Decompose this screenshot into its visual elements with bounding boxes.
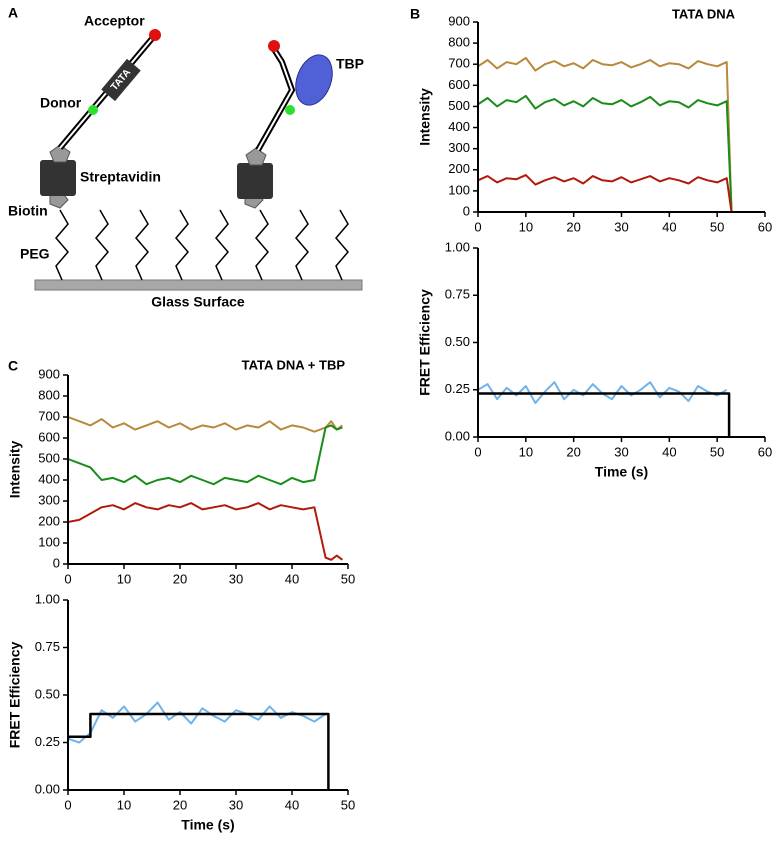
x-tick-label: 40 <box>662 444 676 459</box>
y-tick-label: 0.00 <box>35 781 60 796</box>
x-tick-label: 0 <box>64 571 71 586</box>
tbp <box>295 54 333 106</box>
x-tick-label: 50 <box>341 571 355 586</box>
y-tick-label: 0.50 <box>35 686 60 701</box>
x-tick-label: 20 <box>566 444 580 459</box>
x-tick-label: 10 <box>519 444 533 459</box>
x-tick-label: 20 <box>173 571 187 586</box>
y-tick-label: 800 <box>448 35 470 50</box>
y-tick-label: 400 <box>448 119 470 134</box>
x-tick-label: 0 <box>64 797 71 812</box>
x-tick-label: 30 <box>614 444 628 459</box>
y-tick-label: 600 <box>38 429 60 444</box>
x-tick-label: 10 <box>117 797 131 812</box>
label: Biotin <box>8 203 48 219</box>
y-axis-label: Intensity <box>417 88 433 146</box>
x-tick-label: 50 <box>710 219 724 234</box>
y-tick-label: 800 <box>38 387 60 402</box>
y-tick-label: 200 <box>38 513 60 528</box>
y-tick-label: 600 <box>448 77 470 92</box>
y-tick-label: 0.75 <box>445 287 470 302</box>
trace <box>67 502 343 561</box>
x-tick-label: 20 <box>173 797 187 812</box>
x-tick-label: 30 <box>614 219 628 234</box>
trace <box>477 174 733 213</box>
trace <box>68 712 330 790</box>
y-tick-label: 700 <box>38 408 60 423</box>
x-tick-label: 40 <box>285 571 299 586</box>
chart-title: TATA DNA <box>672 6 736 21</box>
x-tick-label: 60 <box>758 444 772 459</box>
y-tick-label: 200 <box>448 161 470 176</box>
acceptor-dye <box>268 40 280 52</box>
x-axis-label: Time (s) <box>595 464 648 480</box>
panel-letter: B <box>410 6 420 22</box>
y-axis-label: FRET Efficiency <box>7 642 23 749</box>
peg-chains <box>55 209 349 281</box>
panel-letter: A <box>8 5 18 21</box>
y-tick-label: 100 <box>448 182 470 197</box>
y-tick-label: 500 <box>448 98 470 113</box>
y-tick-label: 500 <box>38 450 60 465</box>
y-tick-label: 0.25 <box>445 381 470 396</box>
y-tick-label: 0.25 <box>35 734 60 749</box>
label: Glass Surface <box>151 294 245 310</box>
x-tick-label: 0 <box>474 444 481 459</box>
label: Donor <box>40 95 82 111</box>
x-tick-label: 30 <box>229 797 243 812</box>
y-tick-label: 1.00 <box>35 591 60 606</box>
x-tick-label: 50 <box>710 444 724 459</box>
acceptor-dye <box>149 29 161 41</box>
x-tick-label: 10 <box>117 571 131 586</box>
y-tick-label: 900 <box>448 13 470 28</box>
x-tick-label: 40 <box>662 219 676 234</box>
y-tick-label: 0.50 <box>445 334 470 349</box>
streptavidin-right <box>237 147 273 209</box>
label: Streptavidin <box>80 169 161 185</box>
donor-dye <box>285 105 295 115</box>
y-tick-label: 400 <box>38 471 60 486</box>
trace <box>67 416 343 433</box>
trace <box>477 94 733 211</box>
x-tick-label: 50 <box>341 797 355 812</box>
label: Acceptor <box>84 13 145 29</box>
x-tick-label: 20 <box>566 219 580 234</box>
trace <box>478 392 731 437</box>
x-tick-label: 40 <box>285 797 299 812</box>
y-tick-label: 100 <box>38 534 60 549</box>
trace <box>477 56 733 210</box>
glass-surface <box>34 279 363 291</box>
y-tick-label: 0.00 <box>445 428 470 443</box>
x-tick-label: 10 <box>519 219 533 234</box>
streptavidin-left <box>40 144 76 209</box>
y-tick-label: 1.00 <box>445 239 470 254</box>
y-tick-label: 0.75 <box>35 639 60 654</box>
y-axis-label: Intensity <box>7 441 23 499</box>
trace <box>67 424 343 486</box>
y-tick-label: 300 <box>448 140 470 155</box>
x-tick-label: 30 <box>229 571 243 586</box>
y-axis-label: FRET Efficiency <box>417 289 433 396</box>
x-tick-label: 60 <box>758 219 772 234</box>
y-tick-label: 900 <box>38 366 60 381</box>
chart-title: TATA DNA + TBP <box>242 357 346 372</box>
x-tick-label: 0 <box>474 219 481 234</box>
y-tick-label: 300 <box>38 492 60 507</box>
dna-right <box>255 44 296 152</box>
y-tick-label: 0 <box>53 555 60 570</box>
donor-dye <box>88 105 98 115</box>
label: PEG <box>20 246 50 262</box>
tata-box <box>101 58 141 102</box>
trace <box>67 701 327 744</box>
y-tick-label: 0 <box>463 203 470 218</box>
x-axis-label: Time (s) <box>181 817 234 833</box>
y-tick-label: 700 <box>448 56 470 71</box>
panel-letter: C <box>8 358 18 374</box>
label: TBP <box>336 56 364 72</box>
diagram: A Acceptor TATA Donor TBP Streptavidin B… <box>8 5 364 310</box>
